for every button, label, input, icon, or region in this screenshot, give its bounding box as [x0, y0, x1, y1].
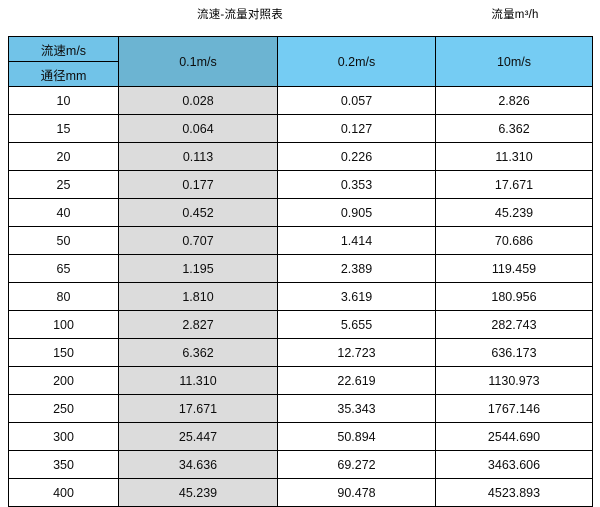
cell-diameter: 20: [8, 142, 119, 171]
header-column-0: 0.1m/s: [118, 36, 278, 87]
cell-flow-0: 0.028: [118, 86, 278, 115]
table-row: 350 34.636 69.272 3463.606: [8, 450, 593, 479]
table-row: 400 45.239 90.478 4523.893: [8, 478, 593, 507]
cell-flow-0: 0.707: [118, 226, 278, 255]
cell-diameter: 350: [8, 450, 119, 479]
cell-flow-0: 25.447: [118, 422, 278, 451]
flow-unit-label: 流量m³/h: [491, 9, 539, 21]
cell-flow-2: 6.362: [435, 114, 593, 143]
cell-diameter: 150: [8, 338, 119, 367]
cell-diameter: 40: [8, 198, 119, 227]
table-header-row-diameter: 通径mm: [8, 61, 593, 87]
table-body: 流速m/s 0.1m/s 0.2m/s 10m/s 通径mm 10 0.028 0.…: [8, 36, 593, 507]
cell-flow-0: 6.362: [118, 338, 278, 367]
cell-flow-1: 69.272: [277, 450, 436, 479]
cell-flow-1: 0.226: [277, 142, 436, 171]
header-column-2: 10m/s: [435, 36, 593, 87]
cell-flow-0: 2.827: [118, 310, 278, 339]
header-column-1: 0.2m/s: [277, 36, 436, 87]
cell-flow-1: 50.894: [277, 422, 436, 451]
cell-flow-0: 1.810: [118, 282, 278, 311]
cell-flow-1: 22.619: [277, 366, 436, 395]
cell-flow-2: 17.671: [435, 170, 593, 199]
cell-flow-2: 180.956: [435, 282, 593, 311]
cell-flow-2: 1767.146: [435, 394, 593, 423]
table-header-row-velocity: 流速m/s 0.1m/s 0.2m/s 10m/s: [8, 36, 593, 87]
cell-flow-2: 2544.690: [435, 422, 593, 451]
cell-flow-1: 12.723: [277, 338, 436, 367]
table-row: 100 2.827 5.655 282.743: [8, 310, 593, 339]
cell-flow-1: 35.343: [277, 394, 436, 423]
table-row: 65 1.195 2.389 119.459: [8, 254, 593, 283]
cell-flow-1: 0.127: [277, 114, 436, 143]
cell-flow-0: 0.452: [118, 198, 278, 227]
header-diameter-label: 通径mm: [8, 61, 119, 87]
cell-flow-1: 0.057: [277, 86, 436, 115]
table-row: 50 0.707 1.414 70.686: [8, 226, 593, 255]
cell-flow-2: 1130.973: [435, 366, 593, 395]
cell-flow-0: 45.239: [118, 478, 278, 507]
table-row: 10 0.028 0.057 2.826: [8, 86, 593, 115]
cell-flow-0: 17.671: [118, 394, 278, 423]
cell-flow-2: 45.239: [435, 198, 593, 227]
table-row: 300 25.447 50.894 2544.690: [8, 422, 593, 451]
cell-flow-1: 0.905: [277, 198, 436, 227]
cell-flow-2: 11.310: [435, 142, 593, 171]
cell-flow-2: 119.459: [435, 254, 593, 283]
cell-diameter: 10: [8, 86, 119, 115]
cell-flow-2: 3463.606: [435, 450, 593, 479]
table-row: 40 0.452 0.905 45.239: [8, 198, 593, 227]
cell-flow-0: 1.195: [118, 254, 278, 283]
cell-flow-0: 0.177: [118, 170, 278, 199]
header-velocity-label: 流速m/s: [8, 36, 119, 62]
cell-flow-1: 3.619: [277, 282, 436, 311]
cell-flow-0: 0.064: [118, 114, 278, 143]
cell-flow-0: 34.636: [118, 450, 278, 479]
cell-diameter: 100: [8, 310, 119, 339]
cell-flow-1: 90.478: [277, 478, 436, 507]
cell-flow-2: 282.743: [435, 310, 593, 339]
cell-flow-1: 5.655: [277, 310, 436, 339]
table-title: 流速-流量对照表: [197, 9, 283, 21]
cell-diameter: 300: [8, 422, 119, 451]
cell-diameter: 50: [8, 226, 119, 255]
flow-velocity-table: 流速m/s 0.1m/s 0.2m/s 10m/s 通径mm 10 0.028 0.…: [8, 36, 593, 507]
table-row: 20 0.113 0.226 11.310: [8, 142, 593, 171]
cell-flow-2: 2.826: [435, 86, 593, 115]
cell-diameter: 250: [8, 394, 119, 423]
cell-diameter: 25: [8, 170, 119, 199]
cell-flow-1: 2.389: [277, 254, 436, 283]
cell-flow-2: 4523.893: [435, 478, 593, 507]
table-row: 200 11.310 22.619 1130.973: [8, 366, 593, 395]
cell-flow-2: 70.686: [435, 226, 593, 255]
cell-diameter: 400: [8, 478, 119, 507]
flow-velocity-table-wrapper: 流速m/s 0.1m/s 0.2m/s 10m/s 通径mm 10 0.028 0.…: [8, 36, 593, 507]
table-row: 80 1.810 3.619 180.956: [8, 282, 593, 311]
table-row: 15 0.064 0.127 6.362: [8, 114, 593, 143]
caption-bar: 流速-流量对照表 流量m³/h: [0, 0, 600, 36]
table-row: 250 17.671 35.343 1767.146: [8, 394, 593, 423]
table-row: 150 6.362 12.723 636.173: [8, 338, 593, 367]
cell-diameter: 15: [8, 114, 119, 143]
cell-flow-2: 636.173: [435, 338, 593, 367]
cell-flow-0: 11.310: [118, 366, 278, 395]
cell-diameter: 65: [8, 254, 119, 283]
cell-diameter: 200: [8, 366, 119, 395]
table-row: 25 0.177 0.353 17.671: [8, 170, 593, 199]
cell-flow-0: 0.113: [118, 142, 278, 171]
cell-flow-1: 1.414: [277, 226, 436, 255]
cell-flow-1: 0.353: [277, 170, 436, 199]
cell-diameter: 80: [8, 282, 119, 311]
